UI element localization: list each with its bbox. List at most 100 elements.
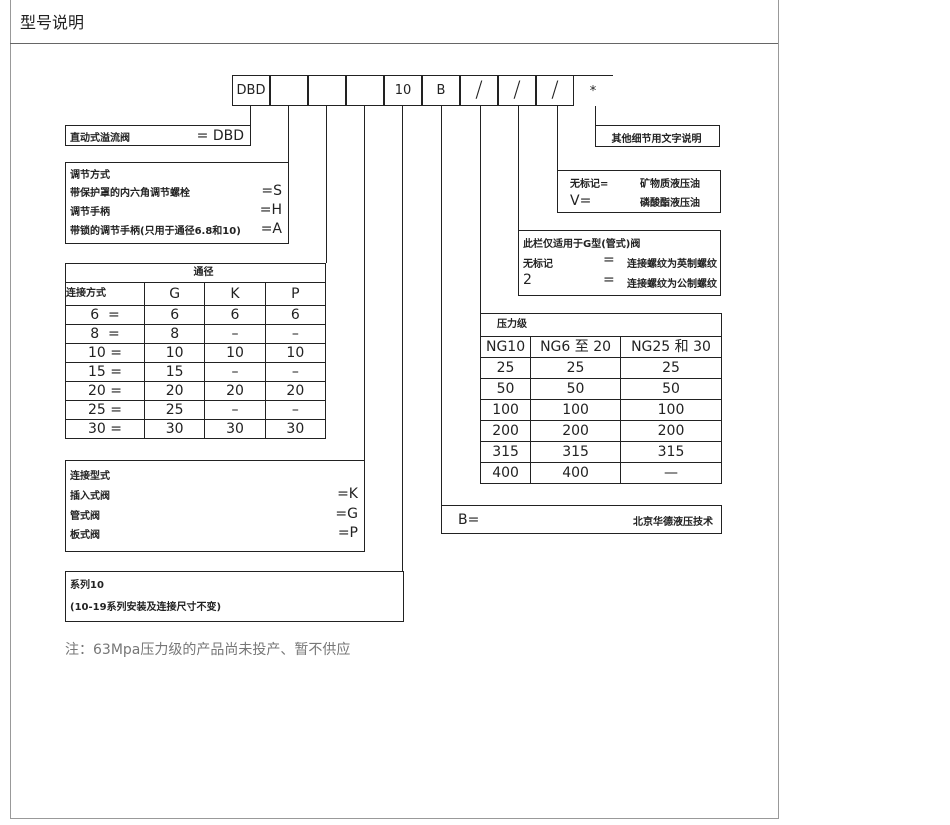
table-cell: – bbox=[264, 324, 327, 344]
adjustment-label: 调节手柄 bbox=[70, 206, 110, 218]
table-cell: – bbox=[264, 362, 327, 382]
code-cell bbox=[308, 75, 346, 106]
connection-code: =G bbox=[335, 506, 358, 522]
table-row: 400 400— bbox=[479, 462, 723, 484]
leader-line bbox=[288, 106, 289, 163]
code-cell bbox=[270, 75, 308, 106]
table-cell: – bbox=[204, 362, 266, 382]
table-cell: 20 bbox=[264, 381, 327, 401]
other-box: 其他细节用文字说明 bbox=[595, 125, 720, 147]
adjustment-code: =S bbox=[261, 183, 282, 199]
connection-label: 插入式阀 bbox=[70, 490, 110, 502]
series-line1: 系列10 bbox=[70, 580, 104, 591]
adjustment-code: =H bbox=[259, 202, 282, 218]
table-cell: 6 bbox=[143, 305, 206, 325]
leader-line bbox=[402, 106, 403, 572]
table-cell: 200 bbox=[619, 420, 723, 442]
thread-label: 无标记 bbox=[523, 259, 553, 270]
leader-line bbox=[326, 106, 327, 263]
adjustment-code: =A bbox=[260, 221, 282, 237]
leader-line bbox=[557, 106, 558, 171]
table-cell: 8 = bbox=[65, 324, 145, 344]
table-cell: 200 bbox=[479, 420, 532, 442]
leader-line bbox=[480, 106, 481, 314]
leader-line bbox=[364, 106, 365, 461]
table-cell: 15 bbox=[143, 362, 206, 382]
adjustment-title: 调节方式 bbox=[70, 170, 110, 181]
connection-box: 连接型式 插入式阀 =K 管式阀 =G 板式阀 =P bbox=[65, 460, 365, 552]
page-title: 型号说明 bbox=[20, 13, 85, 32]
fluid-value: 矿物质液压油 bbox=[640, 179, 700, 190]
series-line2: (10-19系列安装及连接尺寸不变) bbox=[70, 602, 222, 613]
table-cell: 30 = bbox=[65, 419, 145, 439]
code-cell: 10 bbox=[384, 75, 422, 106]
table-cell: 8 bbox=[143, 324, 206, 344]
code-top-line bbox=[573, 75, 613, 76]
pressure-table: 压力级 NG10 NG6 至 20 NG25 和 30 25 25 25 50 50 50 100 1… bbox=[479, 313, 723, 484]
table-row: 200 200 200 bbox=[479, 420, 723, 442]
fluid-box: 无标记= 矿物质液压油 V= 磷酸酯液压油 bbox=[557, 170, 721, 213]
table-row: 10 = 10 10 10 bbox=[65, 343, 327, 363]
table-cell: P bbox=[264, 282, 327, 306]
thread-value: 连接螺纹为英制螺纹 bbox=[627, 259, 717, 270]
connection-title: 连接型式 bbox=[70, 471, 110, 482]
table-row: 6 = 6 6 6 bbox=[65, 305, 327, 325]
code-cell: * bbox=[574, 75, 612, 106]
valve-type-label: 直动式溢流阀 bbox=[70, 132, 130, 144]
table-cell: 6 bbox=[264, 305, 327, 325]
table-cell: 30 bbox=[264, 419, 327, 439]
table-row: 25 25 25 bbox=[479, 357, 723, 379]
table-cell: 400 bbox=[479, 462, 532, 484]
code-cell bbox=[346, 75, 384, 106]
table-row: 315 315 315 bbox=[479, 441, 723, 463]
table-cell: 25 bbox=[619, 357, 723, 379]
table-cell: 50 bbox=[619, 378, 723, 400]
adjustment-label: 带锁的调节手柄(只用于通径6.8和10) bbox=[70, 225, 241, 237]
table-cell: 25 = bbox=[65, 400, 145, 420]
table-cell: 25 bbox=[530, 357, 621, 379]
table-cell: G bbox=[143, 282, 206, 306]
leader-line bbox=[518, 106, 519, 231]
table-cell: 50 bbox=[479, 378, 532, 400]
table-cell: 200 bbox=[530, 420, 621, 442]
thread-box: 此栏仅适用于G型(管式)阀 无标记 = 连接螺纹为英制螺纹 2 = 连接螺纹为公… bbox=[518, 230, 721, 296]
adjustment-label: 带保护罩的内六角调节螺栓 bbox=[70, 187, 190, 199]
table-cell: 400 bbox=[530, 462, 621, 484]
table-cell: 6 bbox=[204, 305, 266, 325]
table-title: 压力级 bbox=[480, 313, 722, 337]
table-cell: 连接方式 bbox=[65, 282, 145, 306]
table-row: 15 = 15– – bbox=[65, 362, 327, 382]
divider bbox=[10, 43, 778, 44]
frame bbox=[10, 0, 779, 819]
table-cell: – bbox=[204, 400, 266, 420]
table-cell: 10 bbox=[143, 343, 206, 363]
valve-type-code: = DBD bbox=[196, 128, 244, 144]
code-cell: / bbox=[498, 75, 536, 106]
table-row: 50 50 50 bbox=[479, 378, 723, 400]
table-cell: K bbox=[204, 282, 266, 306]
connection-code: =P bbox=[337, 525, 358, 541]
thread-eq: = bbox=[603, 272, 615, 288]
table-cell: NG25 和 30 bbox=[619, 336, 723, 358]
table-cell: 50 bbox=[530, 378, 621, 400]
table-title: 通径 bbox=[65, 263, 326, 283]
connection-label: 板式阀 bbox=[70, 529, 100, 541]
brand-value: 北京华德液压技术 bbox=[633, 516, 713, 528]
table-cell: — bbox=[619, 462, 723, 484]
table-cell: 15 = bbox=[65, 362, 145, 382]
fluid-label: 无标记= bbox=[570, 179, 609, 190]
table-row: NG10 NG6 至 20 NG25 和 30 bbox=[479, 336, 723, 358]
table-cell: 20 bbox=[204, 381, 266, 401]
leader-line bbox=[250, 106, 251, 125]
table-row: 8 = 8– – bbox=[65, 324, 327, 344]
table-row: 连接方式 G K P bbox=[65, 282, 327, 306]
table-cell: 25 bbox=[143, 400, 206, 420]
table-cell: – bbox=[264, 400, 327, 420]
table-cell: 100 bbox=[619, 399, 723, 421]
other-label: 其他细节用文字说明 bbox=[611, 134, 702, 145]
leader-line bbox=[441, 106, 442, 506]
table-cell: 315 bbox=[530, 441, 621, 463]
code-cell: / bbox=[536, 75, 574, 106]
table-cell: 315 bbox=[479, 441, 532, 463]
